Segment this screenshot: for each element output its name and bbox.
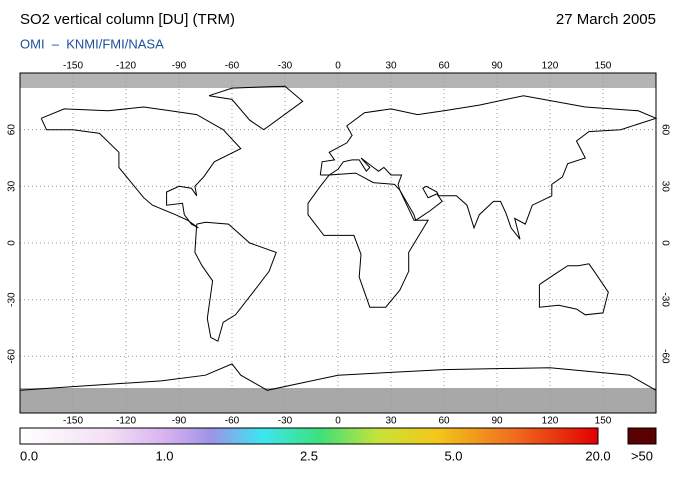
lon-label-top: 120 [542,61,559,72]
lon-label-bottom: -90 [172,416,187,427]
lon-label-top: 60 [438,61,450,72]
lon-label-top: -150 [63,61,83,72]
colorbar-label: 20.0 [585,448,610,463]
coastline [19,363,657,391]
colorbar [19,427,599,445]
title: SO2 vertical column [DU] (TRM) [20,11,235,28]
lon-label-bottom: 90 [491,416,503,427]
coastline [307,172,429,308]
lat-label-right: 0 [659,240,670,246]
lat-label-left: 60 [7,124,18,136]
lon-label-bottom: 60 [438,416,450,427]
coastline [538,263,609,316]
lat-label-left: -30 [7,292,18,307]
lat-label-left: -60 [7,349,18,364]
coastline [208,85,304,131]
colorbar-label: 1.0 [155,448,173,463]
lon-label-bottom: 150 [595,416,612,427]
lon-label-top: 150 [595,61,612,72]
lon-label-top: -120 [116,61,136,72]
lat-label-left: 30 [7,180,18,192]
colorbar-label: 0.0 [20,448,38,463]
map-frame [19,72,657,414]
coastline [194,221,277,342]
lat-label-right: 60 [659,124,670,136]
colorbar-label: 5.0 [444,448,462,463]
lat-label-right: -60 [659,349,670,364]
lat-label-left: 0 [7,240,18,246]
lon-label-top: 30 [385,61,397,72]
tick-labels: -150 -150 -120 -120 -90 -90 -60 -60 -30 -30 0 0 30 30… [7,61,671,427]
lon-label-bottom: -30 [278,416,293,427]
colorbar-label: 2.5 [300,448,318,463]
lon-label-top: 0 [335,61,341,72]
lon-label-bottom: -120 [116,416,136,427]
lon-label-bottom: 120 [542,416,559,427]
date: 27 March 2005 [556,11,656,28]
lon-label-top: -90 [172,61,187,72]
subtitle: OMI – KNMI/FMI/NASA [20,36,164,51]
lat-label-right: -30 [659,292,670,307]
colorbar-overflow-label: >50 [631,448,653,463]
lon-label-top: -30 [278,61,293,72]
lon-label-bottom: 30 [385,416,397,427]
coastline [319,95,658,240]
coastline [40,106,242,229]
lon-label-bottom: -150 [63,416,83,427]
coastlines [19,85,658,391]
lon-label-top: 90 [491,61,503,72]
no-data-north [20,73,656,88]
no-data-south [20,388,656,413]
lat-label-right: 30 [659,181,670,193]
lon-label-bottom: -60 [225,416,240,427]
colorbar-overflow [627,427,657,445]
lon-label-bottom: 0 [335,416,341,427]
lon-label-top: -60 [225,61,240,72]
